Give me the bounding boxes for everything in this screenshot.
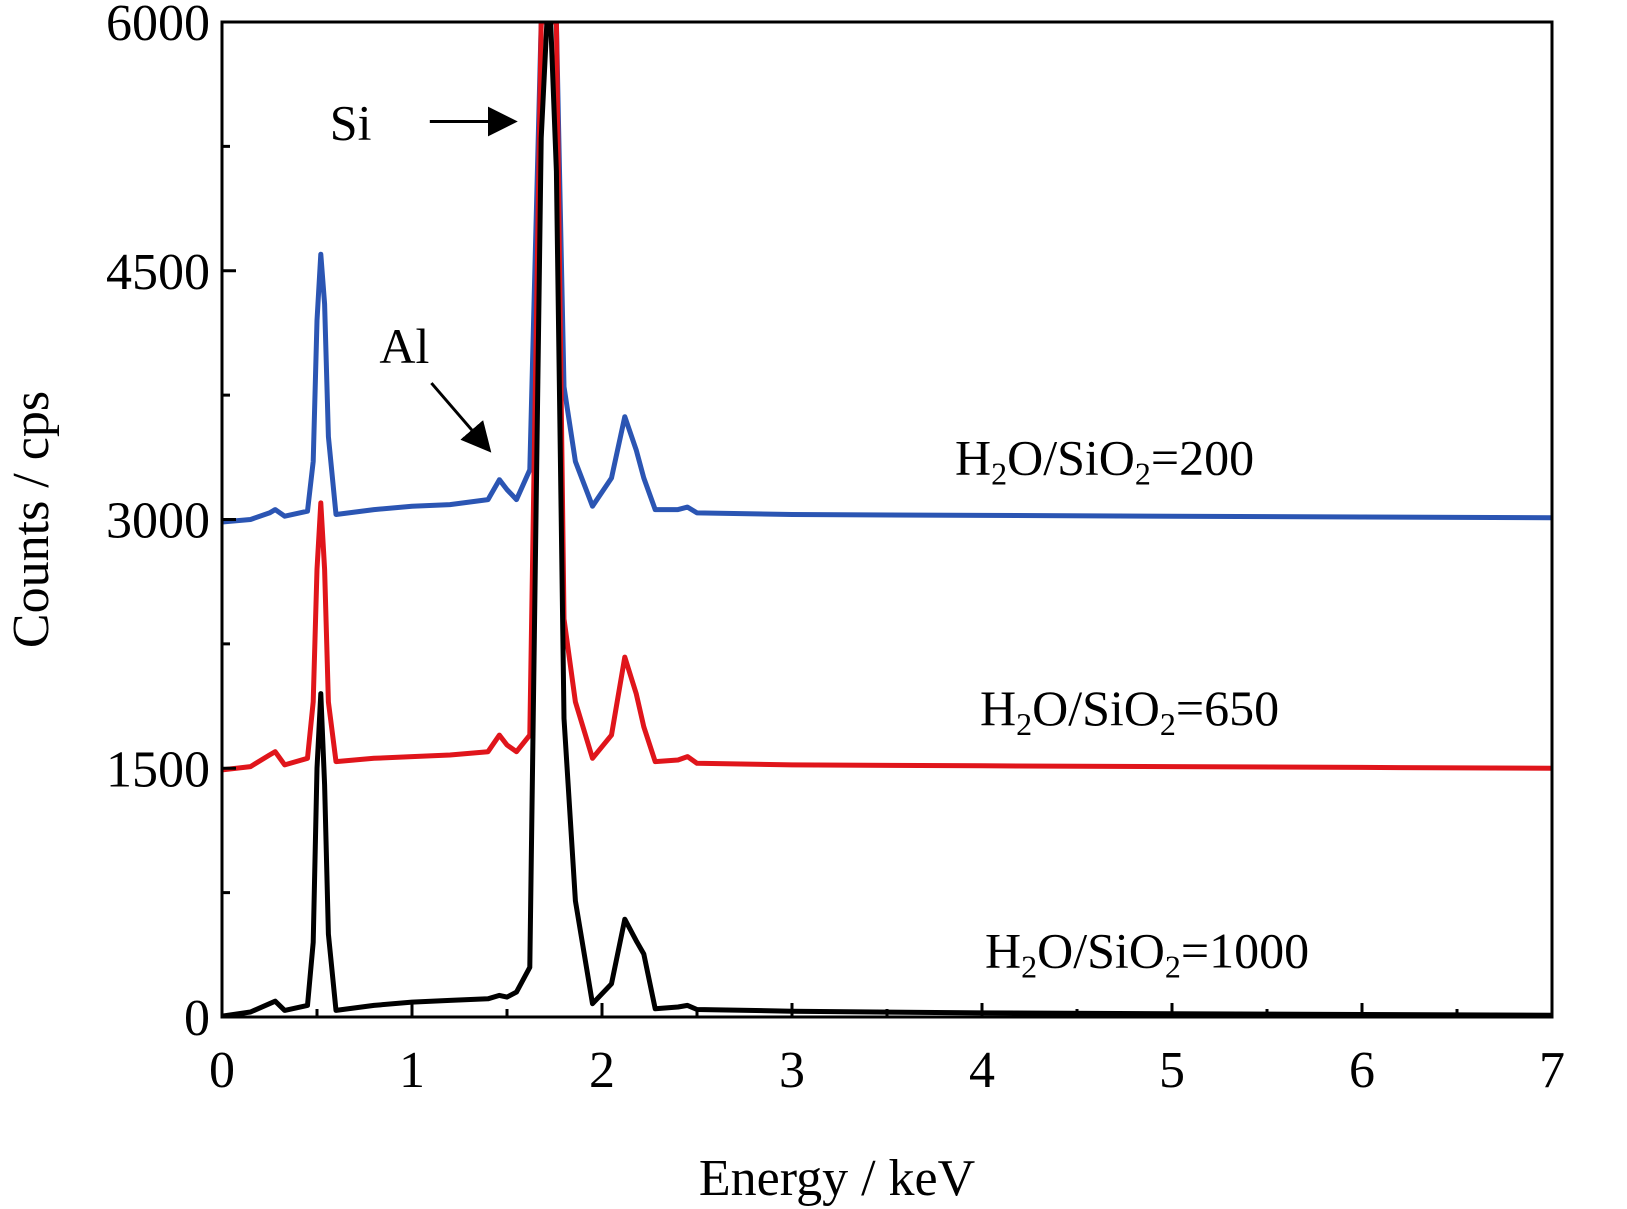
series-line-2 (222, 22, 1552, 1017)
annotation-arrow (430, 382, 492, 453)
series-label-1: H2O/SiO2=650 (980, 680, 1279, 742)
y-tick-label: 4500 (106, 244, 210, 301)
y-tick-label: 1500 (106, 741, 210, 798)
series-line-1 (222, 22, 1552, 773)
annotation-label: Al (379, 318, 429, 374)
y-tick-label: 6000 (106, 0, 210, 52)
annotation-label: Si (330, 95, 372, 151)
series-labels: H2O/SiO2=200 H2O/SiO2=650 H2O/SiO2=1000 (955, 430, 1309, 984)
y-axis-title: Counts / cps (3, 391, 60, 648)
series-label-0: H2O/SiO2=200 (955, 430, 1254, 492)
y-axis-ticks: 0 1500 3000 4500 6000 (106, 0, 236, 1047)
x-tick-label: 7 (1539, 1042, 1565, 1099)
x-tick-label: 1 (399, 1042, 425, 1099)
x-tick-label: 2 (589, 1042, 615, 1099)
x-axis-title: Energy / keV (699, 1150, 975, 1207)
plot-frame (220, 20, 1554, 1019)
y-tick-label: 3000 (106, 493, 210, 550)
x-axis-ticks: 0 1 2 3 4 5 6 7 (209, 1003, 1565, 1099)
x-tick-label: 3 (779, 1042, 805, 1099)
x-tick-label: 6 (1349, 1042, 1375, 1099)
x-tick-label: 4 (969, 1042, 995, 1099)
annotations: Si Al (330, 95, 518, 453)
y-tick-label: 0 (184, 990, 210, 1047)
x-tick-label: 0 (209, 1042, 235, 1099)
series-layer (222, 22, 1552, 1017)
x-tick-label: 5 (1159, 1042, 1185, 1099)
series-line-0 (222, 22, 1552, 525)
series-label-2: H2O/SiO2=1000 (985, 922, 1309, 984)
